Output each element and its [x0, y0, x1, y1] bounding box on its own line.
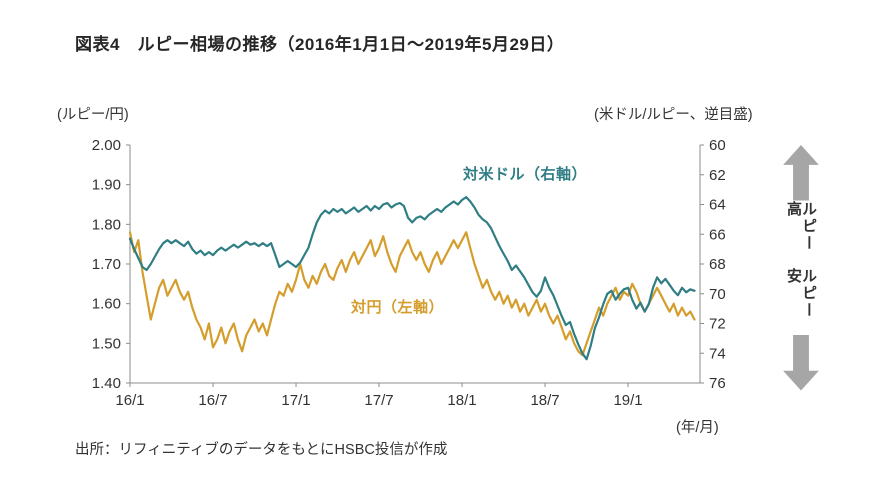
svg-text:68: 68	[709, 256, 726, 273]
series-label-jpy: 対円（左軸）	[351, 299, 445, 316]
svg-text:18/1: 18/1	[447, 392, 476, 409]
rupee-low-label: ルピー安	[785, 268, 817, 319]
svg-text:76: 76	[709, 375, 726, 392]
source-note: 出所：リフィニティブのデータをもとにHSBC投信が作成	[75, 442, 448, 458]
svg-text:64: 64	[709, 197, 726, 214]
right-axis-title: (米ドル/ルピー、逆目盛)	[594, 107, 753, 123]
svg-text:1.90: 1.90	[92, 177, 121, 194]
svg-text:19/1: 19/1	[613, 392, 642, 409]
svg-text:17/1: 17/1	[281, 392, 310, 409]
svg-text:60: 60	[709, 137, 726, 154]
svg-text:1.40: 1.40	[92, 375, 121, 392]
svg-text:1.60: 1.60	[92, 296, 121, 313]
svg-text:1.80: 1.80	[92, 216, 121, 233]
svg-text:62: 62	[709, 167, 726, 184]
page-title: 図表4 ルピー相場の推移（2016年1月1日～2019年5月29日）	[75, 35, 565, 54]
svg-text:72: 72	[709, 316, 726, 333]
svg-text:1.70: 1.70	[92, 256, 121, 273]
rupee-direction-legend: ルピー高 ルピー安	[778, 145, 824, 391]
svg-text:1.50: 1.50	[92, 335, 121, 352]
rupee-low-arrow-icon	[783, 335, 819, 391]
svg-text:2.00: 2.00	[92, 137, 121, 154]
left-axis-title: (ルピー/円)	[57, 107, 129, 123]
svg-text:66: 66	[709, 226, 726, 243]
svg-text:16/7: 16/7	[198, 392, 227, 409]
svg-text:17/7: 17/7	[364, 392, 393, 409]
svg-text:18/7: 18/7	[530, 392, 559, 409]
svg-text:70: 70	[709, 286, 726, 303]
x-axis-unit: (年/月)	[676, 420, 719, 436]
rupee-high-arrow-icon	[783, 145, 819, 201]
svg-text:74: 74	[709, 345, 726, 362]
svg-text:16/1: 16/1	[115, 392, 144, 409]
rupee-high-label: ルピー高	[785, 200, 817, 252]
series-label-usd: 対米ドル（右軸）	[463, 166, 588, 183]
